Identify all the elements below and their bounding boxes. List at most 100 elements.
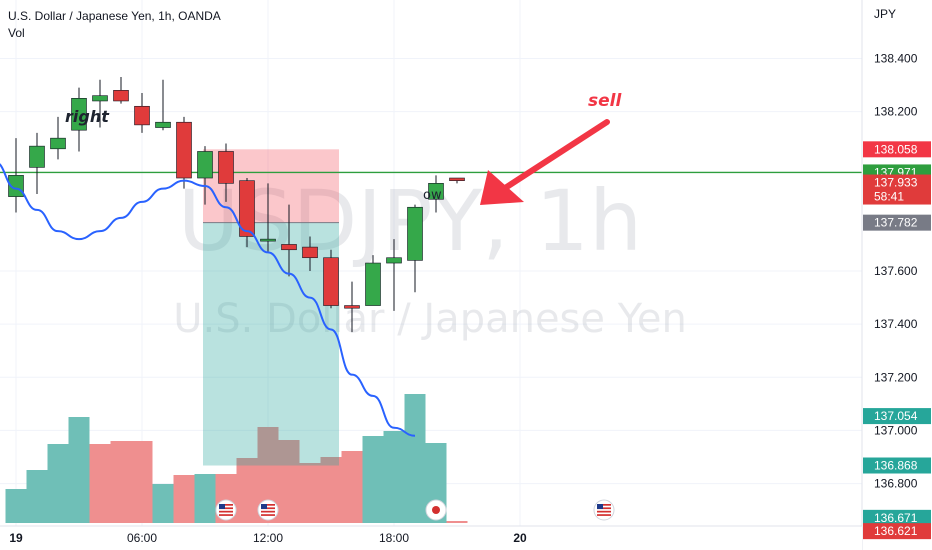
price-badge: 138.058 xyxy=(863,141,931,158)
price-badge: 137.782 xyxy=(863,214,931,231)
take-profit-zone xyxy=(203,222,339,466)
candle xyxy=(71,87,87,152)
price-badge: 137.054 xyxy=(863,408,931,425)
price-badge-bg xyxy=(863,523,931,540)
volume-bar xyxy=(320,457,342,523)
candle xyxy=(302,236,318,272)
volume-bar xyxy=(89,444,111,523)
price-tick-label: 138.400 xyxy=(874,51,918,65)
flag-stripe xyxy=(597,510,611,513)
sell-arrow-icon[interactable] xyxy=(480,119,610,205)
flag-canton xyxy=(597,504,603,509)
event-ring xyxy=(257,499,279,521)
watermark-name: U.S. Dollar / Japanese Yen xyxy=(173,296,687,342)
candle-body xyxy=(260,238,276,242)
candle xyxy=(218,143,234,202)
candle xyxy=(428,175,444,213)
flag-dot xyxy=(432,506,440,514)
candle xyxy=(29,132,45,194)
candle-body xyxy=(428,183,444,200)
event-ring xyxy=(215,499,237,521)
candle xyxy=(365,255,381,306)
candle-body xyxy=(365,262,381,306)
flag-stripe xyxy=(261,510,275,513)
candle xyxy=(92,79,108,128)
price-badge-bg xyxy=(863,408,931,425)
candle-body xyxy=(218,151,234,184)
volume-bar xyxy=(5,489,27,523)
volume-bar xyxy=(236,458,258,523)
price-badge-bg xyxy=(863,457,931,474)
flag-stripe xyxy=(261,504,275,506)
time-tick-label: 20 xyxy=(513,531,527,545)
candle xyxy=(281,204,297,277)
volume-bar xyxy=(173,475,195,523)
flag-stripe xyxy=(261,514,275,516)
price-badge-countdown: 58:41 xyxy=(874,190,904,204)
price-tick-label: 137.400 xyxy=(874,317,918,331)
candle xyxy=(155,79,171,131)
time-tick-label: 06:00 xyxy=(127,531,157,545)
volume-bar xyxy=(26,470,48,523)
flag-canton xyxy=(219,504,225,509)
volume-bar xyxy=(362,436,384,523)
symbol-title: U.S. Dollar / Japanese Yen, 1h, OANDA xyxy=(8,9,221,23)
short-position-tool[interactable] xyxy=(203,149,339,466)
flag-stripe xyxy=(597,504,611,506)
candle-body xyxy=(344,305,360,309)
price-badges: 138.058137.971137.93358:41137.782137.054… xyxy=(863,141,931,540)
candle-body xyxy=(407,206,423,261)
volume-bar xyxy=(278,440,300,523)
price-badge-bg xyxy=(863,174,931,205)
volume-bar xyxy=(47,444,69,523)
volume-bar xyxy=(341,451,363,523)
candle-body xyxy=(113,90,129,102)
annotation-sell[interactable]: sell xyxy=(588,91,622,111)
price-badge: 136.621 xyxy=(863,523,931,540)
price-badge: 136.868 xyxy=(863,457,931,474)
time-tick-label: 12:00 xyxy=(253,531,283,545)
flag-stripe xyxy=(219,510,233,513)
candle xyxy=(50,116,66,160)
price-badge-label: 137.933 xyxy=(874,176,918,190)
candle xyxy=(8,138,24,213)
candle-body xyxy=(323,257,339,306)
volume-bar xyxy=(110,441,132,523)
time-axis-bg xyxy=(0,526,862,550)
volume-bar xyxy=(194,474,216,523)
annotation-low[interactable]: ow xyxy=(423,188,442,203)
price-badge-label: 136.868 xyxy=(874,459,918,473)
time-tick-label: 19 xyxy=(9,531,23,545)
candle-body xyxy=(8,175,24,197)
economic-events[interactable] xyxy=(215,499,615,521)
annotation-right[interactable]: right xyxy=(65,107,110,126)
event-ring xyxy=(593,499,615,521)
volume-bar xyxy=(152,484,174,523)
volume-indicator-label: Vol xyxy=(8,26,25,40)
candle xyxy=(407,204,423,293)
price-badge-bg xyxy=(863,214,931,231)
jp-flag-icon xyxy=(425,499,447,521)
flag-stripe xyxy=(597,507,611,510)
volume-bar xyxy=(404,394,426,523)
time-tick-label: 18:00 xyxy=(379,531,409,545)
volume-bar xyxy=(446,521,468,523)
candle-body xyxy=(155,121,171,128)
candle-body xyxy=(449,177,465,181)
us-flag-icon xyxy=(215,499,237,521)
candle xyxy=(260,183,276,253)
price-axis-unit: JPY xyxy=(874,7,896,21)
candle-body xyxy=(302,246,318,259)
candle xyxy=(134,92,150,133)
candle-body xyxy=(281,244,297,251)
candle-body xyxy=(239,180,255,237)
price-badge-bg xyxy=(863,509,931,526)
candle xyxy=(197,146,213,205)
candle xyxy=(176,116,192,189)
candle-body xyxy=(50,137,66,150)
flag-stripe xyxy=(597,514,611,516)
price-badge-label: 136.671 xyxy=(874,511,918,525)
